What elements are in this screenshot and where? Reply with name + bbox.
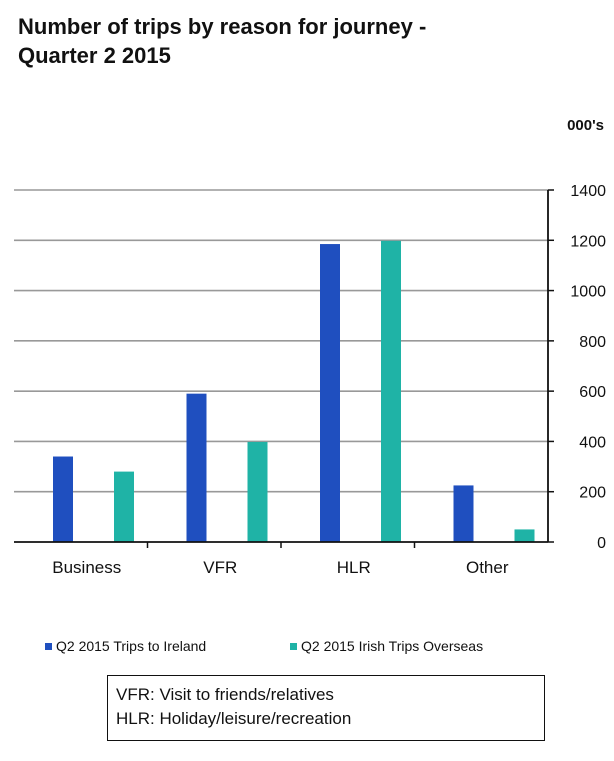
- y-tick-label-0: 0: [597, 535, 606, 552]
- bar-vfr-series-1: [247, 441, 268, 542]
- y-tick-label-400: 400: [579, 434, 606, 451]
- y-tick-label-1400: 1400: [570, 183, 606, 200]
- chart-title-line-2: Quarter 2 2015: [18, 43, 171, 68]
- legend-swatch-trips-to-ireland: [45, 642, 52, 650]
- legend-label-trips-to-ireland: Q2 2015 Trips to Ireland: [56, 638, 207, 654]
- bar-vfr-series-0: [186, 393, 207, 542]
- y-tick-label-1000: 1000: [570, 284, 606, 301]
- x-tick-label-hlr: HLR: [337, 558, 371, 577]
- bar-other-series-0: [453, 485, 474, 542]
- bar-hlr-series-0: [320, 244, 340, 543]
- y-tick-label-600: 600: [579, 384, 606, 401]
- note-hlr: HLR: Holiday/leisure/recreation: [116, 709, 352, 728]
- y-tick-label-800: 800: [579, 334, 606, 351]
- legend-label-irish-trips-overseas: Q2 2015 Irish Trips Overseas: [301, 638, 484, 654]
- bar-business-series-0: [53, 456, 73, 542]
- legend-item-irish-trips-overseas: Q2 2015 Irish Trips Overseas: [290, 638, 483, 654]
- x-tick-label-other: Other: [466, 558, 509, 577]
- chart-title: Number of trips by reason for journey - …: [18, 12, 578, 70]
- legend-swatch-irish-trips-overseas: [290, 642, 297, 650]
- bar-chart: 0 200 400 600 800 1000 1200 1400 Business VFR HLR O…: [14, 183, 606, 577]
- units-label: 000's: [567, 117, 604, 134]
- bar-business-series-1: [114, 471, 134, 542]
- y-tick-label-200: 200: [579, 485, 606, 502]
- x-tick-label-business: Business: [52, 558, 121, 577]
- abbreviation-notes: VFR: Visit to friends/relatives HLR: Hol…: [107, 675, 545, 741]
- x-tick-label-vfr: VFR: [203, 558, 237, 577]
- legend: Q2 2015 Trips to Ireland Q2 2015 Irish T…: [45, 638, 605, 662]
- legend-item-trips-to-ireland: Q2 2015 Trips to Ireland: [45, 638, 206, 654]
- note-vfr: VFR: Visit to friends/relatives: [116, 685, 334, 704]
- y-tick-label-1200: 1200: [570, 233, 606, 250]
- bar-hlr-series-1: [381, 240, 401, 542]
- chart-title-line-1: Number of trips by reason for journey -: [18, 14, 427, 39]
- bar-other-series-1: [514, 529, 535, 542]
